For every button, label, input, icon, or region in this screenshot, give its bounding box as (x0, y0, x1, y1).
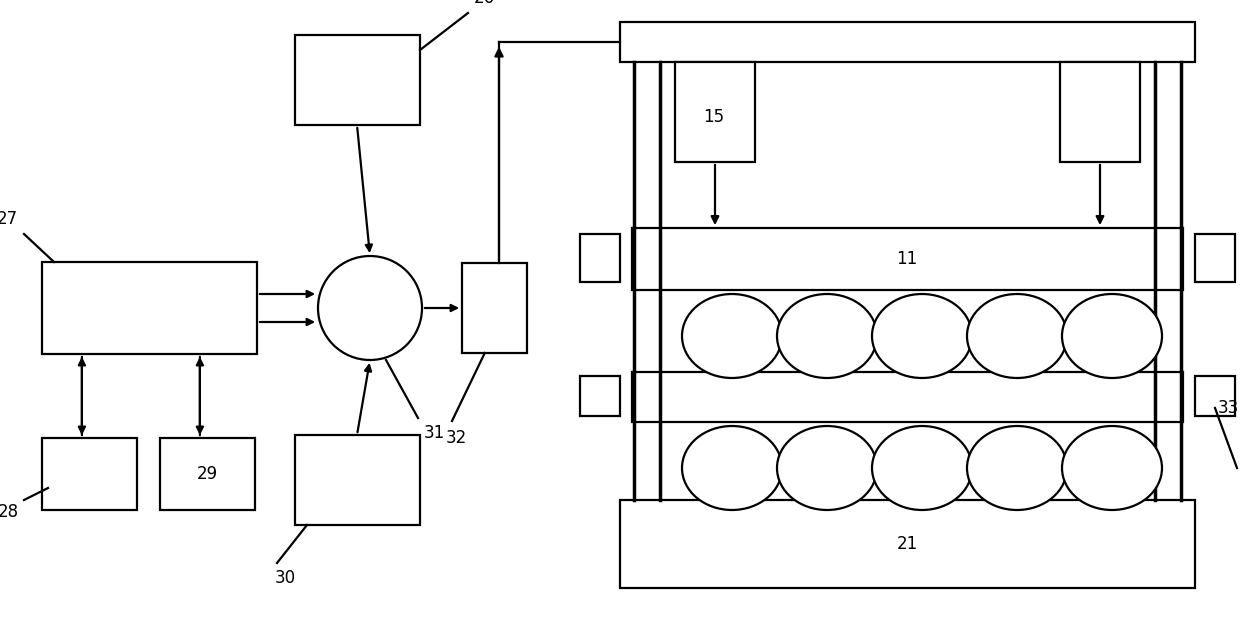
Bar (42, 262, 257, 354)
Bar (295, 35, 420, 125)
Bar (1195, 376, 1235, 416)
Bar (675, 62, 755, 162)
Bar (580, 234, 620, 282)
Bar (632, 228, 1183, 290)
Bar (620, 500, 1195, 588)
Text: 27: 27 (0, 210, 19, 228)
Bar (580, 376, 620, 416)
Ellipse shape (682, 294, 782, 378)
Bar (42, 438, 136, 510)
Ellipse shape (967, 294, 1066, 378)
Text: 11: 11 (897, 250, 918, 268)
Ellipse shape (872, 426, 972, 510)
Text: 21: 21 (897, 535, 918, 553)
Bar (295, 435, 420, 525)
Ellipse shape (967, 426, 1066, 510)
Ellipse shape (1061, 294, 1162, 378)
Bar (463, 263, 527, 353)
Bar (160, 438, 255, 510)
Text: 32: 32 (445, 429, 466, 447)
Bar (620, 22, 1195, 62)
Ellipse shape (1061, 426, 1162, 510)
Ellipse shape (682, 426, 782, 510)
Text: 33: 33 (1218, 399, 1239, 417)
Bar (1195, 234, 1235, 282)
Bar (632, 372, 1183, 422)
Text: 29: 29 (196, 465, 217, 483)
Text: 15: 15 (703, 108, 724, 126)
Bar (1060, 62, 1140, 162)
Text: 30: 30 (274, 569, 295, 587)
Ellipse shape (872, 294, 972, 378)
Circle shape (317, 256, 422, 360)
Ellipse shape (777, 294, 877, 378)
Text: 31: 31 (424, 424, 445, 442)
Text: 28: 28 (0, 503, 19, 521)
Ellipse shape (777, 426, 877, 510)
Text: 26: 26 (474, 0, 495, 7)
